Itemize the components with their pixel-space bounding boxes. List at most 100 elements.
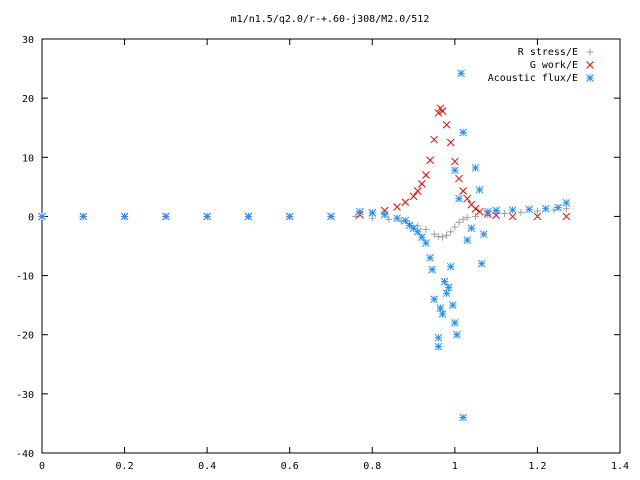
- data-point: [541, 204, 550, 213]
- data-point: [162, 212, 170, 221]
- data-point: [455, 218, 463, 226]
- data-point: [451, 157, 459, 166]
- data-point: [455, 194, 463, 203]
- data-point: [422, 239, 430, 247]
- plot-frame: [41, 38, 621, 454]
- data-point: [451, 166, 459, 175]
- x-tick-label: 1: [452, 461, 458, 472]
- data-point: [459, 413, 467, 422]
- data-point: [430, 230, 438, 238]
- data-point: [385, 215, 393, 223]
- y-tick-label: 0: [28, 212, 34, 223]
- data-point: [463, 194, 472, 203]
- data-point: [38, 212, 46, 221]
- data-point: [459, 187, 467, 195]
- data-point: [455, 174, 463, 183]
- series-0: [38, 205, 570, 241]
- legend-marker: [586, 48, 594, 56]
- data-point: [413, 227, 422, 236]
- data-point: [443, 231, 451, 239]
- data-point: [477, 259, 486, 268]
- data-point: [463, 236, 472, 244]
- data-point: [442, 289, 451, 298]
- data-point: [472, 212, 479, 220]
- data-point: [368, 209, 377, 217]
- data-point: [459, 215, 467, 223]
- data-point: [508, 212, 517, 221]
- data-point: [444, 283, 453, 292]
- data-point: [463, 214, 471, 222]
- x-tick-label: 0.8: [363, 461, 381, 472]
- data-point: [533, 212, 542, 221]
- x-tick-label: 0: [39, 461, 45, 472]
- chart-title: m1/n1.5/q2.0/r-+.60-j308/M2.0/512: [231, 14, 430, 25]
- data-point: [457, 69, 465, 78]
- data-point: [285, 212, 294, 221]
- data-point: [554, 203, 562, 212]
- data-point: [417, 233, 426, 241]
- legend-label: Acoustic flux/E: [488, 73, 578, 84]
- data-point: [426, 156, 434, 165]
- data-point: [413, 187, 422, 195]
- data-point: [436, 304, 445, 312]
- data-point: [471, 204, 480, 213]
- data-point: [508, 206, 517, 214]
- data-point: [446, 138, 455, 147]
- data-point: [517, 208, 525, 216]
- data-point: [397, 217, 405, 225]
- data-point: [422, 225, 430, 233]
- data-point: [440, 277, 449, 286]
- data-point: [422, 171, 430, 179]
- data-point: [562, 205, 570, 213]
- data-point: [479, 230, 488, 239]
- data-point: [417, 180, 426, 188]
- data-point: [327, 212, 335, 221]
- axis-ticks: 0 0.2 0.4 0.6 0.8 1 1.2 1.4 30 20 10 0 -10 -20 -30 -40: [16, 35, 629, 472]
- data-point: [442, 120, 451, 129]
- data-point: [434, 333, 443, 342]
- data-point: [434, 233, 442, 241]
- series-1: [38, 104, 571, 221]
- legend-marker: [586, 61, 594, 69]
- legend-label: G work/E: [530, 60, 578, 71]
- legend-label: R stress/E: [518, 47, 578, 58]
- data-point: [533, 207, 541, 215]
- data-point: [393, 214, 401, 223]
- data-point: [453, 330, 461, 339]
- x-tick-label: 0.6: [281, 461, 299, 472]
- data-point: [434, 342, 443, 351]
- data-point: [562, 198, 571, 207]
- data-point: [475, 207, 484, 216]
- y-tick-label: -40: [16, 449, 34, 460]
- y-tick-label: -30: [16, 390, 34, 401]
- data-point: [438, 107, 447, 116]
- x-tick-label: 0.2: [116, 461, 134, 472]
- data-point: [356, 207, 364, 216]
- y-tick-label: -10: [16, 272, 34, 283]
- data-point: [492, 206, 500, 215]
- x-tick-label: 1.4: [611, 461, 629, 472]
- y-tick-label: 10: [22, 153, 34, 164]
- data-point: [120, 212, 129, 221]
- data-point: [203, 212, 211, 221]
- legend: R stress/E G work/E Acoustic flux/E: [488, 47, 594, 84]
- data-point: [467, 224, 476, 233]
- data-point: [447, 228, 455, 236]
- data-point: [438, 233, 446, 241]
- y-tick-label: 20: [22, 94, 34, 105]
- data-point: [409, 192, 418, 201]
- data-point: [446, 262, 455, 271]
- data-point: [471, 164, 480, 172]
- data-point: [401, 198, 410, 207]
- data-point: [562, 212, 571, 221]
- data-point: [500, 209, 508, 217]
- data-point: [525, 205, 534, 214]
- data-point: [393, 203, 401, 211]
- x-tick-label: 1.2: [528, 461, 546, 472]
- data-point: [438, 310, 447, 318]
- data-point: [428, 265, 437, 274]
- data-point: [459, 128, 467, 137]
- data-point: [430, 295, 439, 304]
- x-tick-label: 0.4: [198, 461, 216, 472]
